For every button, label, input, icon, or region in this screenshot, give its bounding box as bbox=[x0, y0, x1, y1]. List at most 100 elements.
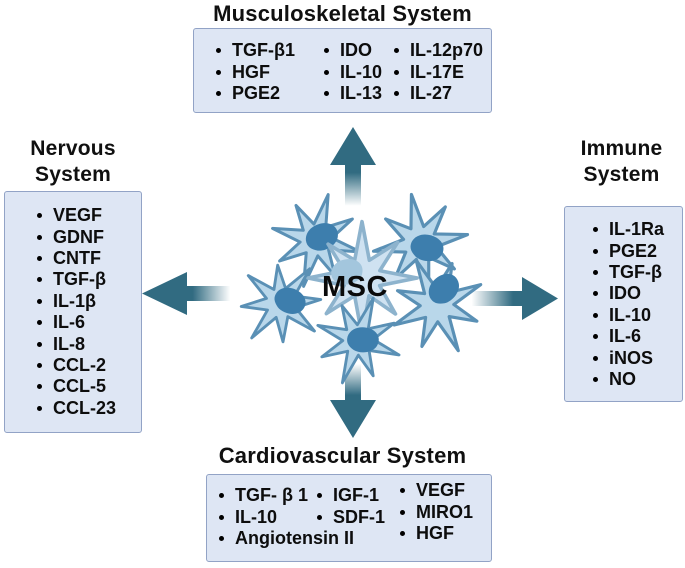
arrow-down-icon bbox=[330, 360, 376, 438]
cardiovascular-column-1: TGF- β 1 IL-10 Angiotensin II bbox=[211, 485, 354, 550]
factor-item: HGF bbox=[392, 523, 473, 545]
factor-label: iNOS bbox=[609, 347, 654, 368]
factor-label: CCL-23 bbox=[53, 397, 117, 418]
factor-item: CCL-23 bbox=[29, 398, 116, 419]
cardiovascular-system-title: Cardiovascular System bbox=[218, 443, 467, 468]
bullet-icon bbox=[394, 91, 399, 97]
factor-item: iNOS bbox=[585, 347, 664, 368]
factor-label: IL-10 bbox=[235, 506, 278, 527]
factor-label: PGE2 bbox=[609, 240, 658, 261]
nervous-system-title-line1: Nervous bbox=[30, 137, 116, 160]
arrow-right-icon bbox=[468, 277, 558, 320]
bullet-icon bbox=[593, 248, 598, 254]
factor-label: IL-17E bbox=[410, 61, 465, 82]
factor-label: GDNF bbox=[53, 226, 104, 247]
factor-label: IL-1Ra bbox=[609, 219, 665, 240]
factor-item: NO bbox=[585, 369, 664, 390]
bullet-icon bbox=[593, 334, 598, 340]
factor-item: TGF-β bbox=[585, 262, 664, 283]
bullet-icon bbox=[37, 277, 42, 283]
factor-label: IL-8 bbox=[53, 333, 86, 354]
factor-item: IL-1β bbox=[29, 291, 116, 312]
bullet-icon bbox=[400, 531, 405, 537]
factor-label: MIRO1 bbox=[416, 501, 474, 522]
factor-label: CCL-2 bbox=[53, 354, 106, 375]
bullet-icon bbox=[37, 255, 42, 261]
factor-item: IL-1Ra bbox=[585, 219, 664, 240]
factor-label: TGF-β bbox=[53, 269, 106, 290]
musculoskeletal-column-3: IL-12p70 IL-17E IL-27 bbox=[386, 40, 483, 105]
bullet-icon bbox=[400, 509, 405, 515]
factor-item: SDF-1 bbox=[309, 507, 392, 529]
factor-label: IGF-1 bbox=[333, 485, 380, 506]
bullet-icon bbox=[216, 69, 221, 75]
factor-label: HGF bbox=[232, 61, 270, 82]
factor-label: HGF bbox=[416, 523, 454, 544]
factor-item: Angiotensin II bbox=[211, 528, 354, 550]
cardiovascular-factors-box: TGF- β 1 IL-10 Angiotensin II IGF-1 SDF-1 V… bbox=[206, 474, 492, 562]
bullet-icon bbox=[324, 69, 329, 75]
bullet-icon bbox=[37, 298, 42, 304]
factor-label: TGF- β 1 bbox=[235, 485, 308, 506]
bullet-icon bbox=[593, 291, 598, 297]
factor-item: CNTF bbox=[29, 248, 116, 269]
factor-label: IL-10 bbox=[340, 61, 383, 82]
factor-item: PGE2 bbox=[208, 83, 316, 105]
factor-item: GDNF bbox=[29, 226, 116, 247]
bullet-icon bbox=[317, 493, 322, 499]
arrow-left-icon bbox=[142, 272, 234, 315]
bullet-icon bbox=[37, 234, 42, 240]
factor-label: IL-13 bbox=[340, 83, 383, 104]
factor-item: CCL-5 bbox=[29, 376, 116, 397]
bullet-icon bbox=[216, 48, 221, 54]
factor-label: VEGF bbox=[53, 205, 103, 226]
factor-label: SDF-1 bbox=[333, 506, 386, 527]
factor-item: IL-13 bbox=[316, 83, 386, 105]
nervous-factors-box: VEGF GDNF CNTF TGF-β IL-1β IL-6 IL-8 CCL-2 CCL-5… bbox=[4, 191, 142, 433]
bullet-icon bbox=[593, 355, 598, 361]
factor-label: IDO bbox=[340, 40, 373, 61]
bullet-icon bbox=[400, 488, 405, 494]
factor-label: VEGF bbox=[416, 480, 466, 501]
bullet-icon bbox=[216, 91, 221, 97]
bullet-icon bbox=[37, 405, 42, 411]
factor-label: TGF-β bbox=[609, 261, 662, 282]
factor-item: IL-27 bbox=[386, 83, 483, 105]
factor-item: VEGF bbox=[29, 205, 116, 226]
bullet-icon bbox=[324, 91, 329, 97]
immune-factors-list: IL-1Ra PGE2 TGF-β IDO IL-10 IL-6 iNOS NO bbox=[585, 219, 664, 390]
factor-label: IL-10 bbox=[609, 304, 652, 325]
factor-label: IDO bbox=[609, 283, 642, 304]
bullet-icon bbox=[37, 384, 42, 390]
bullet-icon bbox=[593, 227, 598, 233]
factor-label: IL-6 bbox=[53, 312, 86, 333]
arrow-up-icon bbox=[330, 127, 376, 210]
factor-item: IL-17E bbox=[386, 62, 483, 84]
immune-system-title: Immune System bbox=[558, 136, 685, 188]
factor-label: NO bbox=[609, 368, 636, 389]
cardiovascular-column-3: VEGF MIRO1 HGF bbox=[392, 480, 473, 545]
bullet-icon bbox=[317, 514, 322, 520]
immune-system-title-line2: System bbox=[583, 163, 660, 186]
factor-item: IL-10 bbox=[585, 305, 664, 326]
nervous-system-title-line2: System bbox=[35, 163, 111, 186]
bullet-icon bbox=[219, 514, 224, 520]
musculoskeletal-factors-box: TGF-β1 HGF PGE2 IDO IL-10 IL-13 IL-12p70 IL-1… bbox=[193, 28, 492, 113]
factor-item: HGF bbox=[208, 62, 316, 84]
bullet-icon bbox=[219, 493, 224, 499]
bullet-icon bbox=[37, 320, 42, 326]
factor-item: IL-10 bbox=[316, 62, 386, 84]
factor-item: TGF- β 1 bbox=[211, 485, 309, 507]
factor-item: MIRO1 bbox=[392, 502, 473, 524]
bullet-icon bbox=[219, 536, 224, 542]
factor-item: IGF-1 bbox=[309, 485, 392, 507]
bullet-icon bbox=[37, 341, 42, 347]
factor-item: VEGF bbox=[392, 480, 473, 502]
musculoskeletal-column-2: IDO IL-10 IL-13 bbox=[316, 40, 386, 105]
bullet-icon bbox=[593, 376, 598, 382]
factor-item: IDO bbox=[585, 283, 664, 304]
factor-item: PGE2 bbox=[585, 240, 664, 261]
factor-item: IL-8 bbox=[29, 333, 116, 354]
cardiovascular-column-2: IGF-1 SDF-1 bbox=[309, 485, 392, 528]
immune-system-title-line1: Immune bbox=[580, 137, 663, 160]
